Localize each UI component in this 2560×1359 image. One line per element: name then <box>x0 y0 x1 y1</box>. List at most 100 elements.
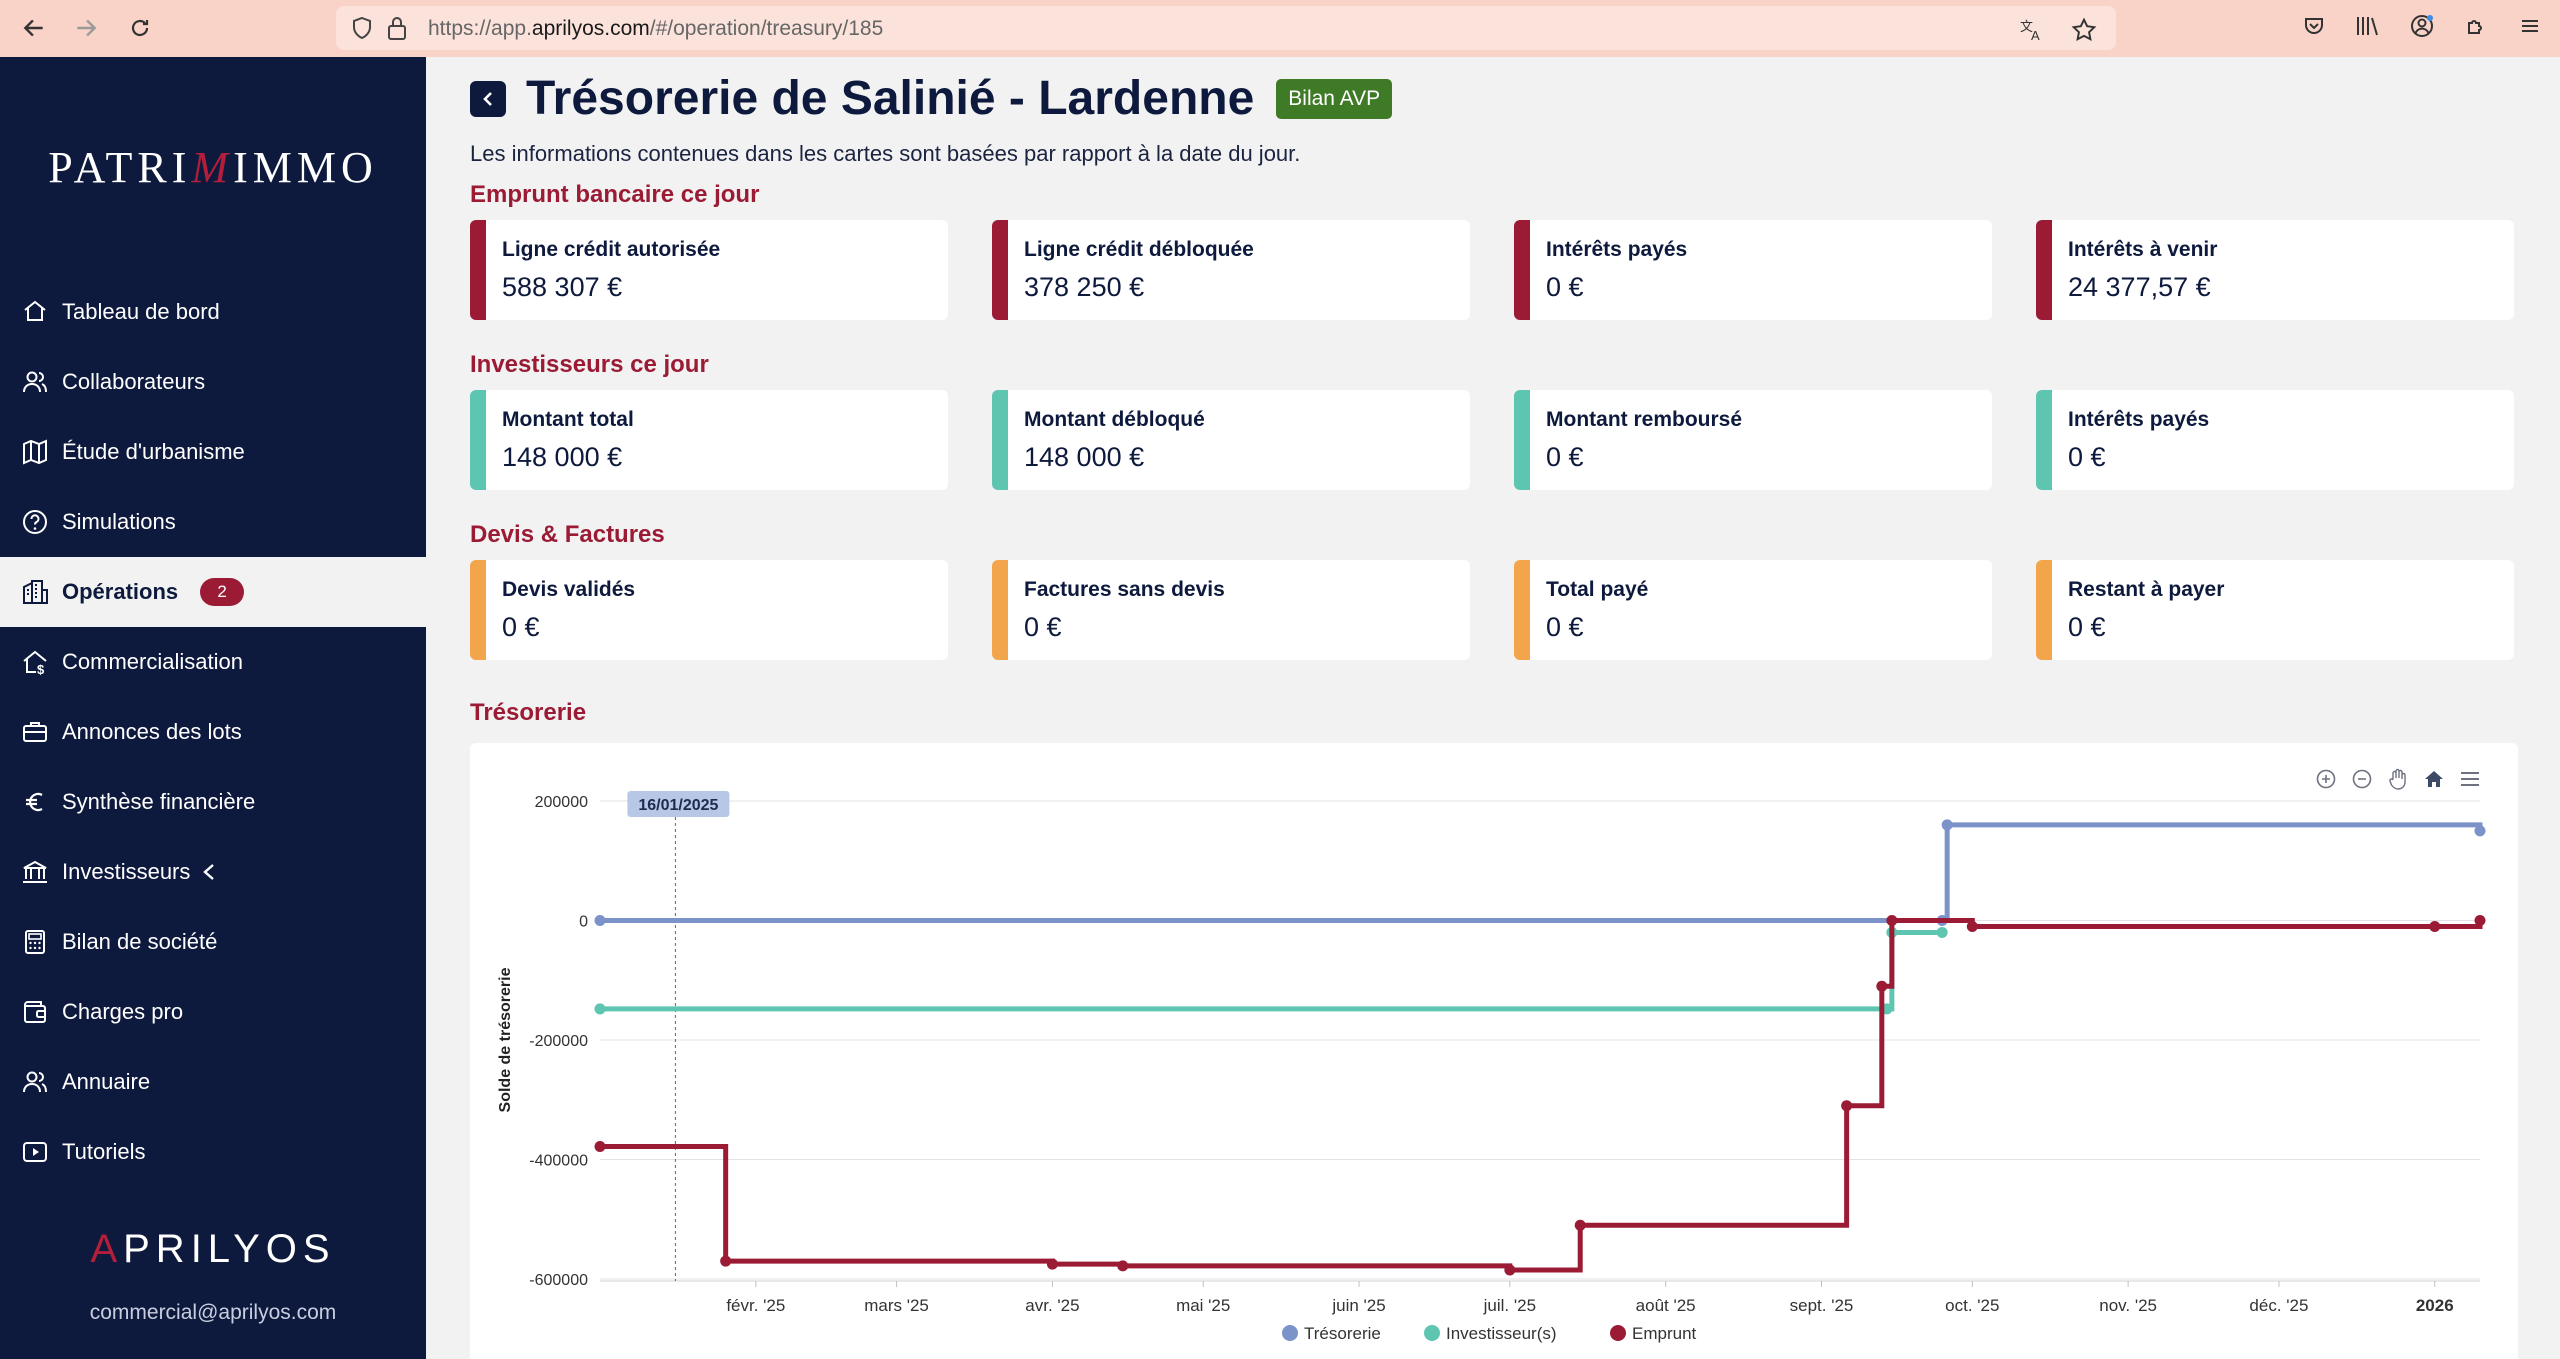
x-tick-label: août '25 <box>1636 1296 1696 1315</box>
chart-menu-icon[interactable] <box>2456 765 2484 793</box>
card-accent-bar <box>992 390 1008 490</box>
sidebar-item-9[interactable]: Investisseurs <box>0 837 426 907</box>
data-point <box>1046 1258 1058 1270</box>
data-point <box>1574 1219 1586 1231</box>
treasury-chart[interactable]: 200000 0 -200000 -400000 -600000 févr. '25 mar… <box>470 743 2518 1359</box>
sidebar-item-10[interactable]: Bilan de société <box>0 907 426 977</box>
sidebar-item-3[interactable]: Étude d'urbanisme <box>0 417 426 487</box>
card-row-emprunt: Ligne crédit autorisée 588 307 € Ligne cré… <box>470 220 2530 320</box>
url-text[interactable]: https://app.aprilyos.com/#/operation/tre… <box>428 17 884 40</box>
bookmark-star-icon[interactable] <box>2068 14 2100 46</box>
chart-toolbar <box>2312 765 2484 793</box>
forward-arrow-icon[interactable] <box>66 8 106 48</box>
patrimmo-logo[interactable]: PATRIMIMMO <box>48 142 378 192</box>
card-label: Ligne crédit débloquée <box>1024 238 1254 261</box>
sidebar-item-2[interactable]: Collaborateurs <box>0 347 426 417</box>
x-tick-label: mars '25 <box>864 1296 929 1315</box>
card-label: Total payé <box>1546 578 1649 601</box>
briefcase-icon <box>20 717 50 747</box>
kpi-card: Intérêts payés 0 € <box>2036 390 2514 490</box>
section-title-devis: Devis & Factures <box>470 521 665 548</box>
hamburger-menu-icon[interactable] <box>2514 10 2546 42</box>
data-point <box>1886 915 1898 926</box>
contact-email[interactable]: commercial@aprilyos.com <box>89 1301 337 1324</box>
lock-icon[interactable] <box>386 15 408 46</box>
account-icon[interactable] <box>2406 10 2438 42</box>
kpi-card: Restant à payer 0 € <box>2036 560 2514 660</box>
kpi-card: Ligne crédit débloquée 378 250 € <box>992 220 1470 320</box>
card-label: Montant total <box>502 408 634 431</box>
kpi-card: Montant total 148 000 € <box>470 390 948 490</box>
card-accent-bar <box>2036 220 2052 320</box>
card-value: 0 € <box>502 612 540 642</box>
x-tick-label: mai '25 <box>1176 1296 1230 1315</box>
kpi-card: Intérêts payés 0 € <box>1514 220 1992 320</box>
euro-icon <box>20 787 50 817</box>
house-dollar-icon: $ <box>20 647 50 677</box>
sidebar-item-label: Charges pro <box>62 999 184 1024</box>
sidebar-item-label: Opérations <box>62 579 179 604</box>
crosshair-tooltip-bg <box>627 791 730 817</box>
question-icon <box>20 507 50 537</box>
kpi-card: Montant remboursé 0 € <box>1514 390 1992 490</box>
x-tick-label: févr. '25 <box>726 1296 785 1315</box>
collapse-caret-icon[interactable] <box>202 862 216 882</box>
main-content: Trésorerie de Salinié - Lardenne Bilan A… <box>426 57 2560 1359</box>
sidebar-item-6[interactable]: $ Commercialisation <box>0 627 426 697</box>
sidebar-item-1[interactable]: Tableau de bord <box>0 277 426 347</box>
pan-hand-icon[interactable] <box>2384 765 2412 793</box>
svg-text:A: A <box>2031 28 2040 43</box>
card-value: 0 € <box>1546 272 1584 302</box>
zoom-in-icon[interactable] <box>2312 765 2340 793</box>
card-label: Montant remboursé <box>1546 408 1743 431</box>
sidebar-item-7[interactable]: Annonces des lots <box>0 697 426 767</box>
series-line-3 <box>600 918 2483 1273</box>
sidebar-item-12[interactable]: Annuaire <box>0 1047 426 1117</box>
card-accent-bar <box>1514 560 1530 660</box>
library-icon[interactable] <box>2352 10 2384 42</box>
legend-label: Trésorerie <box>1304 1324 1381 1343</box>
sidebar-item-4[interactable]: Simulations <box>0 487 426 557</box>
card-value: 0 € <box>2068 612 2106 642</box>
card-accent-bar <box>2036 560 2052 660</box>
sidebar-item-11[interactable]: Charges pro <box>0 977 426 1047</box>
reset-zoom-home-icon[interactable] <box>2420 765 2448 793</box>
y-tick-label: -200000 <box>529 1033 588 1050</box>
zoom-out-icon[interactable] <box>2348 765 2376 793</box>
wallet-icon <box>20 997 50 1027</box>
data-point <box>1966 920 1978 932</box>
sidebar-item-5[interactable]: Opérations 2 <box>0 557 426 627</box>
map-icon <box>20 437 50 467</box>
card-accent-bar <box>992 220 1008 320</box>
sidebar-item-label: Étude d'urbanisme <box>62 439 245 464</box>
x-tick-label: juil. '25 <box>1483 1296 1536 1315</box>
data-point <box>2474 825 2486 837</box>
card-value: 0 € <box>1024 612 1062 642</box>
legend-marker <box>1610 1325 1626 1341</box>
extensions-icon[interactable] <box>2460 10 2492 42</box>
url-bar[interactable]: https://app.aprilyos.com/#/operation/tre… <box>336 6 2116 50</box>
data-point <box>1936 926 1948 938</box>
x-tick-label: oct. '25 <box>1945 1296 1999 1315</box>
sidebar-item-8[interactable]: Synthèse financière <box>0 767 426 837</box>
back-arrow-icon[interactable] <box>14 8 54 48</box>
card-label: Intérêts payés <box>1546 238 1688 261</box>
back-button[interactable] <box>470 80 506 117</box>
sidebar-menu: Tableau de bord Collaborateurs Étude d'urb… <box>0 277 426 1187</box>
card-accent-bar <box>2036 390 2052 490</box>
sidebar-item-13[interactable]: Tutoriels <box>0 1117 426 1187</box>
data-point <box>594 915 606 926</box>
card-value: 0 € <box>2068 442 2106 472</box>
data-point <box>1941 819 1953 831</box>
card-value: 0 € <box>1546 612 1584 642</box>
svg-text:文: 文 <box>2020 19 2033 34</box>
sidebar-item-label: Annuaire <box>62 1069 151 1094</box>
reload-icon[interactable] <box>120 8 160 48</box>
pocket-icon[interactable] <box>2298 10 2330 42</box>
shield-icon[interactable] <box>350 16 374 45</box>
bank-icon <box>20 857 50 887</box>
page-title: Trésorerie de Salinié - Lardenne <box>526 72 1255 125</box>
building-icon <box>20 577 50 607</box>
legend-marker <box>1424 1325 1440 1341</box>
